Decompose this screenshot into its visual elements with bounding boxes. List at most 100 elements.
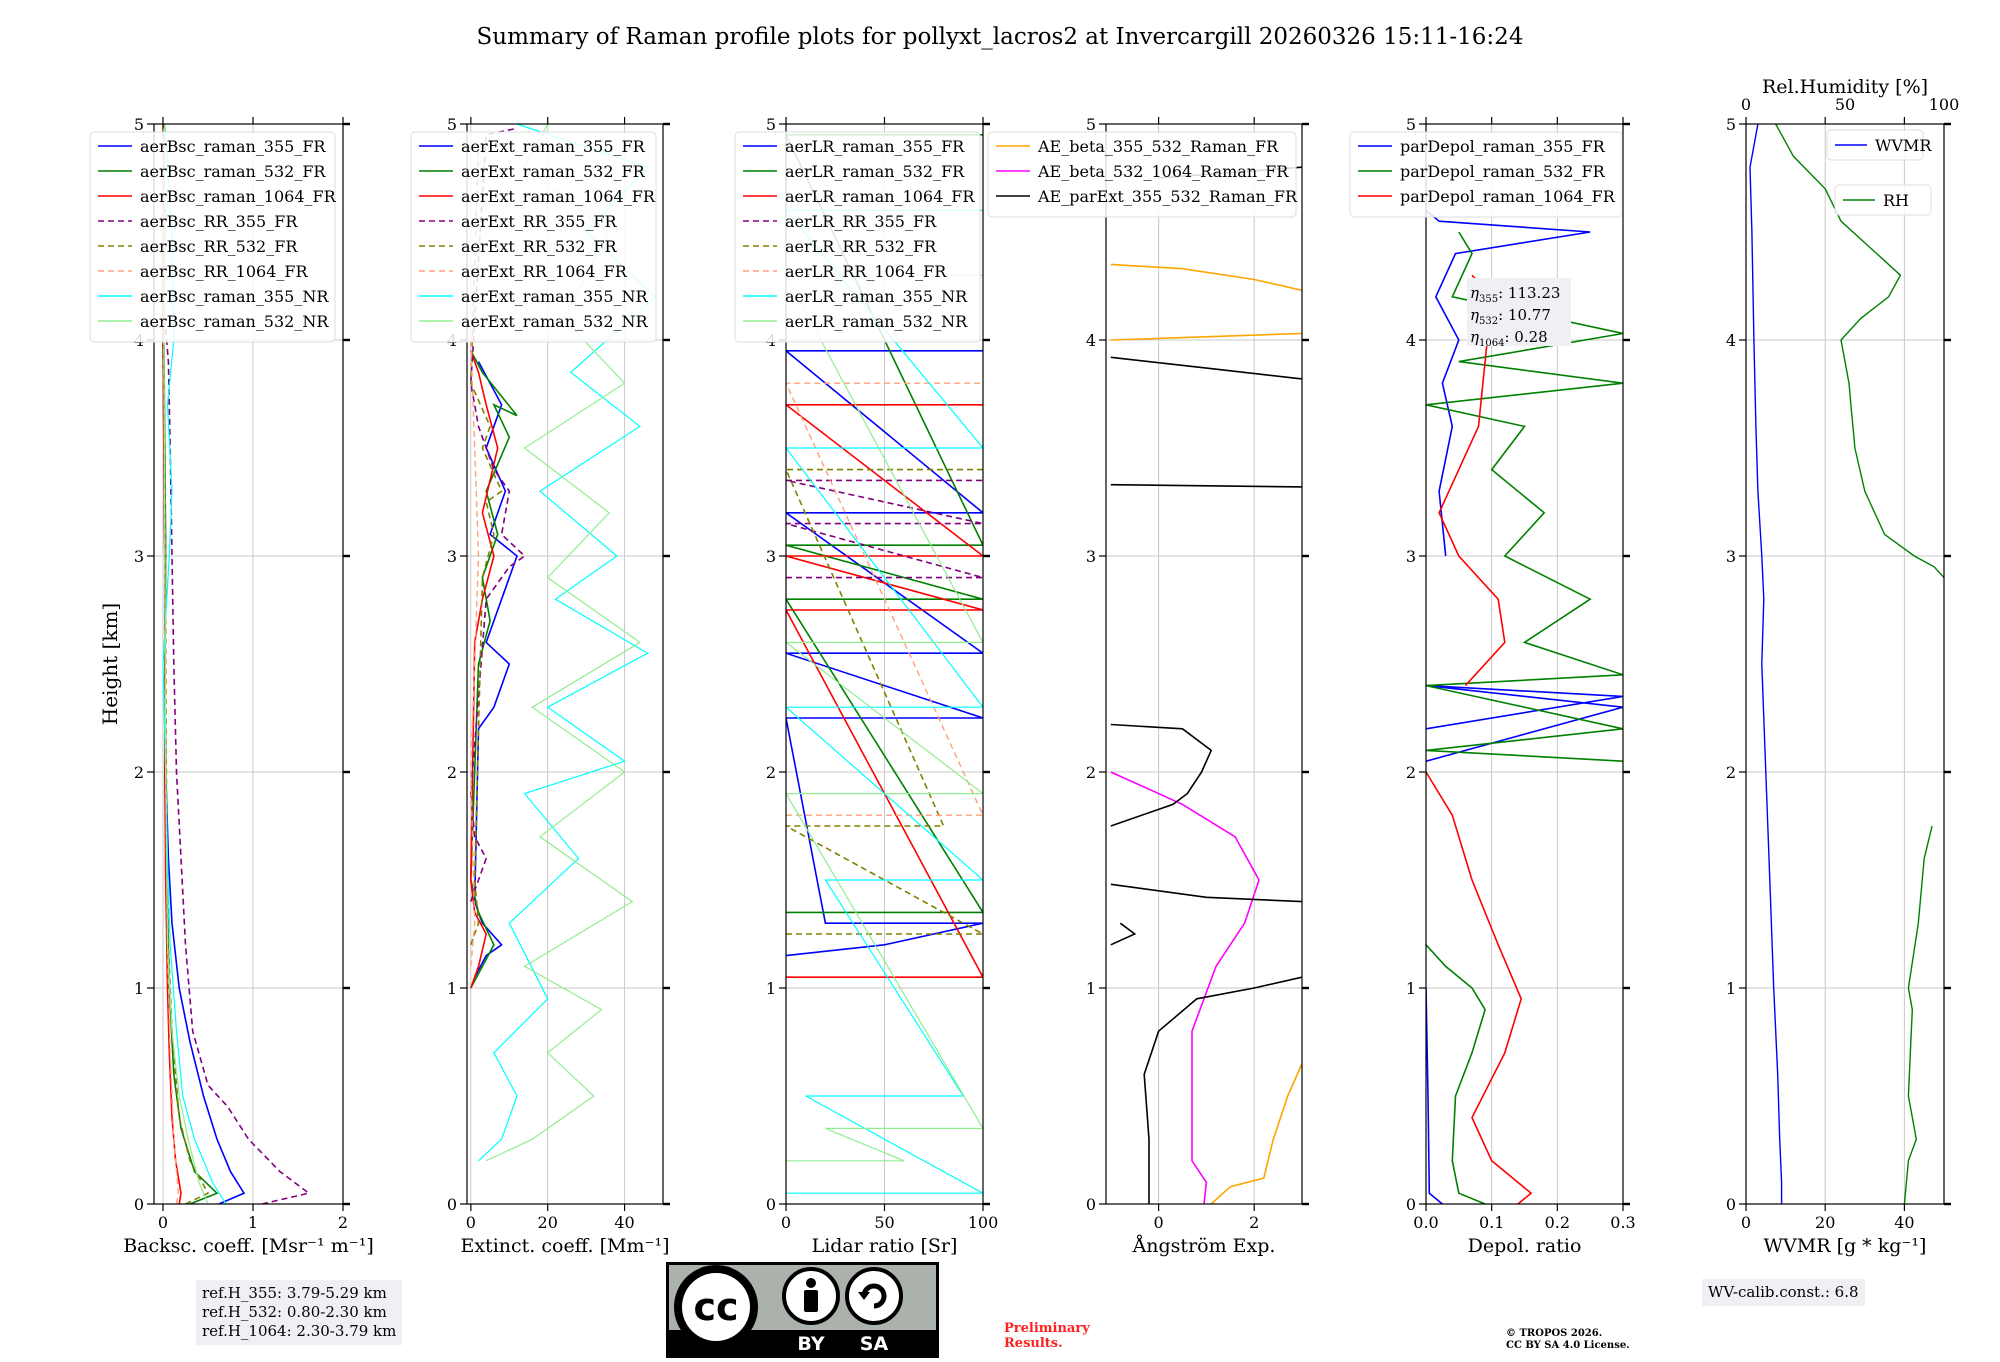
y-tick-label: 1	[1086, 979, 1096, 998]
legend-label: aerBsc_RR_1064_FR	[140, 262, 309, 281]
legend-label: AE_beta_532_1064_Raman_FR	[1037, 162, 1289, 181]
legend-label: aerLR_raman_1064_FR	[785, 187, 975, 206]
panel-depol: 0 1 2 3 4 5 0.0 0.1 0.2 0.3 Depol. ratio parDepol_r…	[1349, 115, 1636, 1257]
legend-bsc: aerBsc_raman_355_FR aerBsc_raman_532_FRae…	[89, 131, 337, 343]
series-aerExt_raman_532_FR	[469, 350, 518, 989]
legend-label: aerExt_RR_532_FR	[461, 237, 618, 256]
y-tick-label: 4	[1726, 331, 1736, 350]
x-tick-label: 40	[1894, 1213, 1914, 1232]
y-tick-label: 0	[1086, 1195, 1096, 1214]
series-aerBsc_RR_355_FR	[162, 124, 311, 1204]
eta-annotation: η532: 10.77	[1470, 306, 1551, 327]
series-aerLR_RR_355_FR	[786, 479, 983, 579]
y-tick-label: 2	[1086, 763, 1096, 782]
legend-label: aerBsc_RR_355_FR	[140, 212, 298, 231]
legend-lr: aerLR_raman_355_FR aerLR_raman_532_FR aerL…	[734, 131, 981, 343]
y-tick-label: 2	[1406, 763, 1416, 782]
series-aerExt_raman_1064_FR	[469, 350, 499, 989]
legend-label: aerBsc_RR_532_FR	[140, 237, 298, 256]
cc-badge-graphic: cc BY SA	[666, 1262, 939, 1358]
x-tick-label: 40	[614, 1213, 634, 1232]
copyright-line-1: © TROPOS 2026.	[1506, 1328, 1603, 1339]
legend-label: parDepol_raman_1064_FR	[1400, 187, 1616, 206]
x-tick-label: 50	[874, 1213, 894, 1232]
top-axis-label: Rel.Humidity [%]	[1762, 76, 1928, 98]
series-aerExt_RR_532_FR	[469, 145, 503, 946]
panel-ext: 01234502040Extinct. coeff. [Mm⁻¹]aerExt_…	[410, 115, 670, 1257]
panel-lr: 012345050100Lidar ratio [Sr]aerLR_raman_…	[734, 115, 998, 1257]
x-tick-label: 0	[466, 1213, 476, 1232]
legend-label: aerExt_raman_1064_FR	[461, 187, 656, 206]
x-axis-label: Extinct. coeff. [Mm⁻¹]	[460, 1235, 669, 1257]
legend-wv: WVMR RH	[1826, 129, 1932, 216]
y-tick-label: 1	[1406, 979, 1416, 998]
y-tick-label: 5	[1726, 115, 1736, 134]
series-parDepol_raman_1064_FR	[1426, 274, 1533, 1204]
ref-h-532: ref.H_532: 0.80-2.30 km	[202, 1303, 387, 1321]
legend-label: parDepol_raman_532_FR	[1400, 162, 1606, 181]
y-tick-label: 1	[447, 979, 457, 998]
series-AE_parExt_355_532_Raman_FR	[1110, 166, 1302, 1204]
y-tick-label: 3	[1406, 547, 1416, 566]
y-tick-label: 5	[134, 115, 144, 134]
top-tick-label: 100	[1929, 95, 1960, 114]
axes-frame	[1425, 123, 1624, 1205]
y-tick-label: 0	[1406, 1195, 1416, 1214]
y-tick-label: 1	[766, 979, 776, 998]
eta-annotation: η355: 113.23	[1470, 284, 1560, 305]
copyright-notice: © TROPOS 2026. CC BY SA 4.0 License.	[1506, 1328, 1630, 1352]
cc-letters: cc	[693, 1285, 738, 1329]
x-axis-label: WVMR [g * kg⁻¹]	[1764, 1235, 1927, 1257]
y-axis-label: Height [km]	[98, 603, 122, 725]
legend-label: WVMR	[1875, 136, 1932, 155]
legend-label: aerLR_raman_532_NR	[785, 312, 968, 331]
legend-label: aerBsc_raman_355_FR	[140, 137, 326, 156]
x-tick-label: 0	[781, 1213, 791, 1232]
y-tick-label: 3	[447, 547, 457, 566]
legend-label: aerBsc_raman_532_FR	[140, 162, 326, 181]
y-tick-label: 4	[1086, 331, 1096, 350]
x-tick-label: 2	[1249, 1213, 1259, 1232]
legend-label: aerLR_RR_355_FR	[785, 212, 937, 231]
legend-depol: parDepol_raman_355_FR parDepol_raman_532_…	[1349, 131, 1623, 218]
preliminary-notice: Preliminary Results.	[1004, 1321, 1090, 1351]
y-tick-label: 0	[1726, 1195, 1736, 1214]
axes-frame	[153, 123, 344, 1205]
panel-bsc: 012345012Backsc. coeff. [Msr⁻¹ m⁻¹]aerBs…	[89, 115, 374, 1257]
y-tick-label: 3	[1726, 547, 1736, 566]
x-tick-label: 1	[248, 1213, 258, 1232]
y-tick-label: 2	[447, 763, 457, 782]
panel-ae: 0 1 2 3 4 5 0 2 Ångström Exp. AE_beta_355_532_Ram…	[987, 115, 1309, 1257]
series-aerBsc_raman_532_NR	[163, 124, 209, 1204]
legend-label: aerExt_raman_355_NR	[461, 287, 649, 306]
legend-label: parDepol_raman_355_FR	[1400, 137, 1606, 156]
y-tick-label: 0	[447, 1195, 457, 1214]
series-AE_beta_355_532_Raman_FR	[1110, 263, 1302, 1204]
figure-title: Summary of Raman profile plots for polly…	[477, 24, 1524, 50]
x-tick-label: 0	[158, 1213, 168, 1232]
x-axis-label: Backsc. coeff. [Msr⁻¹ m⁻¹]	[123, 1235, 374, 1257]
cc-license-badge: cc BY SA	[666, 1262, 939, 1358]
sa-label: SA	[860, 1333, 889, 1355]
x-tick-label: 0.2	[1545, 1213, 1570, 1232]
legend-label: AE_beta_355_532_Raman_FR	[1037, 137, 1279, 156]
series-parDepol_raman_355_FR	[1426, 209, 1623, 1204]
eta-annotation: η1064: 0.28	[1470, 328, 1548, 349]
y-tick-label: 0	[134, 1195, 144, 1214]
y-tick-label: 3	[134, 547, 144, 566]
preliminary-line-1: Preliminary	[1004, 1321, 1090, 1336]
legend-label: aerLR_RR_532_FR	[785, 237, 937, 256]
series-aerLR_RR_1064_FR	[786, 382, 983, 816]
ref-h-1064: ref.H_1064: 2.30-3.79 km	[202, 1322, 397, 1340]
top-tick-label: 0	[1741, 95, 1751, 114]
axes-frame	[1105, 123, 1303, 1205]
y-tick-label: 1	[134, 979, 144, 998]
y-tick-label: 3	[766, 547, 776, 566]
x-tick-label: 0	[1153, 1213, 1163, 1232]
preliminary-line-2: Results.	[1004, 1336, 1063, 1351]
legend-label: aerExt_raman_532_FR	[461, 162, 646, 181]
y-tick-label: 2	[134, 763, 144, 782]
legend-label: aerBsc_raman_355_NR	[140, 287, 329, 306]
legend-label: aerExt_raman_355_FR	[461, 137, 646, 156]
